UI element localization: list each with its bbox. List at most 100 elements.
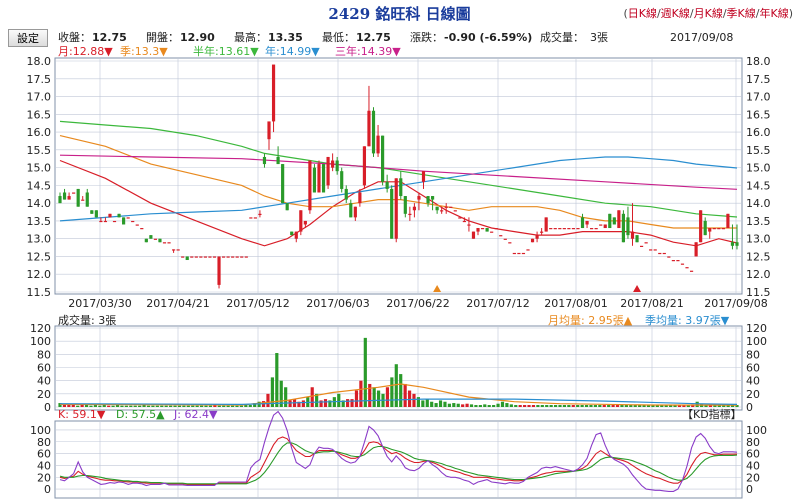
- y-tick-label: 12.5: [746, 250, 771, 263]
- candle-body: [81, 199, 85, 201]
- volume-bar: [726, 405, 730, 407]
- x-tick-label: 2017/06/03: [306, 297, 369, 310]
- ma-legend-item-2: 半年:13.61▼: [193, 44, 259, 58]
- volume-bar: [452, 403, 456, 407]
- volume-bar: [155, 405, 159, 407]
- volume-bar: [593, 405, 597, 407]
- candle-body: [671, 260, 675, 262]
- y-tick-label: 13.5: [27, 215, 52, 228]
- volume-bar: [505, 403, 509, 407]
- volume-bar: [346, 399, 350, 407]
- volume-bar: [270, 377, 274, 407]
- candle-body: [590, 228, 594, 230]
- candle-body: [599, 224, 603, 226]
- x-tick-label: 2017/08/21: [620, 297, 683, 310]
- volume-bar: [589, 405, 593, 407]
- link-yearly-k[interactable]: 年K線: [759, 7, 789, 20]
- kd-line-d: [59, 442, 738, 485]
- candle-body: [381, 135, 385, 182]
- candle-body: [303, 220, 307, 225]
- link-quarterly-k[interactable]: 季K線: [726, 7, 756, 20]
- volume-bar: [359, 380, 363, 407]
- candle-body: [308, 160, 312, 211]
- volume-bar: [363, 337, 367, 407]
- volume-month-average-line: [59, 383, 738, 406]
- candle-body: [521, 252, 526, 255]
- link-daily-k[interactable]: 日K線: [627, 7, 657, 20]
- kd-legend-item-2: J: 62.4▼: [173, 408, 218, 421]
- volume-bar: [438, 400, 443, 407]
- candle-body: [685, 267, 689, 269]
- candle-body: [262, 156, 267, 165]
- y-tick-label: 11.5: [746, 286, 771, 299]
- candle-body: [253, 217, 257, 219]
- volume-bar: [191, 405, 195, 407]
- y-tick-label: 12.5: [27, 250, 52, 263]
- volume-bar: [518, 405, 522, 407]
- volume-bar: [288, 400, 292, 407]
- candle-body: [494, 228, 498, 230]
- settings-button[interactable]: 設定: [8, 29, 48, 47]
- y-tick-label: 15.0: [27, 162, 52, 175]
- y-tick-label: 16.5: [27, 108, 52, 121]
- y-tick-label: 0: [746, 483, 753, 496]
- candle-body: [417, 196, 421, 200]
- candle-body: [603, 224, 607, 229]
- volume-bar: [235, 405, 239, 407]
- volume-bar: [461, 404, 465, 407]
- candle-body: [267, 121, 271, 140]
- volume-bar: [607, 405, 611, 407]
- link-weekly-k[interactable]: 週K線: [660, 7, 690, 20]
- y-tick-label: 20: [37, 471, 51, 484]
- volume-bar: [646, 405, 651, 407]
- candle-body: [676, 260, 680, 262]
- volume-bar: [266, 393, 270, 407]
- volume-bar: [186, 405, 190, 407]
- volume-bar: [545, 405, 549, 407]
- candle-body: [449, 206, 453, 208]
- volume-bar: [297, 401, 301, 407]
- volume-bar: [465, 403, 469, 407]
- volume-bar: [717, 405, 721, 407]
- volume-bar: [708, 405, 713, 407]
- link-monthly-k[interactable]: 月K線: [693, 7, 723, 20]
- candle-body: [167, 242, 171, 244]
- volume-bar: [713, 405, 717, 407]
- candle-body: [689, 270, 694, 272]
- candle-body: [585, 220, 589, 225]
- y-tick-label: 40: [746, 459, 760, 472]
- candle-body: [735, 242, 739, 246]
- ma-legend-item-1: 季:13.3▼: [120, 45, 168, 58]
- volume-bar: [567, 405, 571, 407]
- volume-bar: [354, 390, 359, 407]
- volume-bar: [71, 403, 75, 407]
- volume-bar: [182, 405, 186, 407]
- volume-bar: [624, 405, 628, 407]
- candle-body: [62, 192, 67, 200]
- candle-body: [540, 231, 544, 233]
- y-tick-label: 20: [746, 471, 760, 484]
- period-links: (日K線/週K線/月K線/季K線/年K線): [623, 5, 793, 21]
- candle-body: [367, 110, 371, 147]
- volume-bar: [372, 387, 376, 407]
- candle-body: [426, 196, 430, 204]
- candle-body: [217, 256, 221, 285]
- volume-bar: [226, 405, 230, 407]
- candle-body: [326, 156, 330, 186]
- candle-body: [321, 164, 326, 193]
- candle-body: [144, 238, 148, 243]
- volume-bar: [133, 405, 137, 407]
- volume-bar: [376, 390, 381, 407]
- volume-bar: [62, 404, 67, 407]
- candle-body: [499, 235, 503, 237]
- y-tick-label: 0: [746, 401, 753, 414]
- candle-body: [721, 228, 725, 230]
- candle-body: [181, 256, 185, 258]
- y-tick-label: 16.5: [746, 108, 771, 121]
- y-tick-label: 13.0: [27, 233, 52, 246]
- candle-body: [649, 249, 653, 251]
- y-tick-label: 14.5: [27, 179, 52, 192]
- volume-bar: [558, 405, 562, 407]
